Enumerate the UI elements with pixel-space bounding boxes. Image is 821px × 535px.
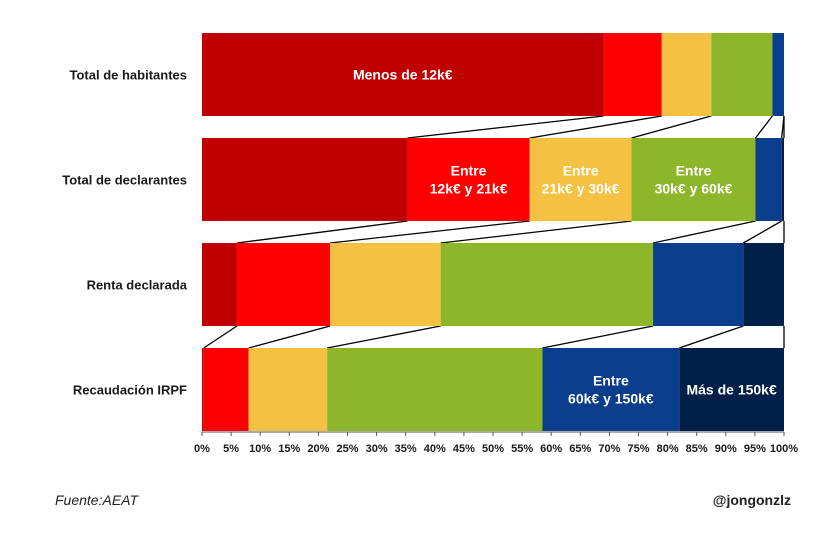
bar-segment-r2-s3 — [440, 243, 654, 326]
connector-line-r0-b1 — [407, 115, 604, 139]
bar-segment-r0-s3 — [711, 33, 773, 116]
bar-segment-r2-s0 — [202, 243, 237, 326]
source-note: Fuente:AEAT — [55, 492, 139, 508]
bar-segment-r3-s0 — [202, 348, 204, 431]
segment-label-3: Entre 30k€ y 60k€ — [655, 163, 733, 197]
x-tick-label-20: 100% — [770, 443, 798, 455]
bar-segment-r2-s4 — [653, 243, 744, 326]
bar-segment-r3-s3 — [327, 348, 543, 431]
segment-label-4: Entre 60k€ y 150k€ — [568, 373, 654, 407]
stacked-bar-chart: Menos de 12k€ Entre 12k€ y 21k€ Entre 21k€ y… — [62, 33, 798, 455]
bar-segment-r0-s4 — [772, 33, 784, 116]
author-credit: @jongonzlz — [712, 492, 791, 508]
connector-line-r2-b2 — [248, 325, 331, 349]
bar-segment-r3-s5 — [679, 348, 784, 431]
x-tick-label-17: 85% — [686, 443, 708, 455]
x-tick-label-9: 45% — [453, 443, 475, 455]
connector-line-r2-b5 — [679, 325, 744, 349]
x-tick-label-15: 75% — [627, 443, 649, 455]
bar-segment-r1-s4 — [755, 138, 782, 221]
x-tick-label-3: 15% — [278, 443, 300, 455]
x-tick-label-18: 90% — [715, 443, 737, 455]
x-tick-label-10: 50% — [482, 443, 504, 455]
bar-segment-r3-s1 — [203, 348, 249, 431]
connector-line-r0-b2 — [529, 115, 662, 139]
x-tick-label-12: 60% — [540, 443, 562, 455]
category-label-0: Total de habitantes — [70, 68, 188, 83]
bar-segment-r1-s3 — [631, 138, 756, 221]
bar-segment-r2-s2 — [330, 243, 441, 326]
category-labels: Total de habitantes Total de declarantes R… — [62, 68, 188, 398]
connector-line-r1-b1 — [236, 220, 408, 244]
x-axis: 0% 5% 10% 15% 20% 25% 30% 35% 40% 45% 50% 55% 60% 65%… — [194, 431, 798, 455]
category-label-2: Renta declarada — [87, 278, 188, 293]
bar-segment-r0-s0 — [202, 33, 604, 116]
connector-lines — [203, 115, 785, 349]
x-tick-label-16: 80% — [657, 443, 679, 455]
segment-labels: Menos de 12k€ Entre 12k€ y 21k€ Entre 21k€ y… — [353, 67, 777, 407]
connector-line-r0-b4 — [754, 115, 773, 139]
bar-segment-r2-s1 — [236, 243, 331, 326]
x-tick-label-6: 30% — [366, 443, 388, 455]
segment-label-2: Entre 21k€ y 30k€ — [542, 163, 620, 197]
bar-segment-r1-s0 — [202, 138, 408, 221]
x-tick-label-11: 55% — [511, 443, 533, 455]
category-label-3: Recaudación IRPF — [73, 383, 187, 398]
connector-line-r1-b2 — [329, 220, 530, 244]
connector-line-r2-b4 — [542, 325, 654, 349]
connector-line-r2-b1 — [203, 325, 238, 349]
bar-segment-r0-s2 — [661, 33, 712, 116]
segment-label-1: Entre 12k€ y 21k€ — [430, 163, 508, 197]
x-tick-label-5: 25% — [336, 443, 358, 455]
connector-line-r0-b3 — [631, 115, 712, 139]
x-tick-label-2: 10% — [249, 443, 271, 455]
x-tick-label-8: 40% — [424, 443, 446, 455]
bar-segment-r1-s2 — [529, 138, 632, 221]
bar-segment-r2-s5 — [743, 243, 784, 326]
connector-line-r1-b3 — [440, 220, 632, 244]
x-tick-label-1: 5% — [223, 443, 239, 455]
connector-line-r1-b4 — [652, 220, 756, 244]
x-tick-label-7: 35% — [395, 443, 417, 455]
x-tick-label-0: 0% — [194, 443, 210, 455]
bar-segment-r3-s2 — [248, 348, 328, 431]
x-tick-label-14: 70% — [598, 443, 620, 455]
connector-line-r1-b5 — [742, 220, 782, 244]
bar-segment-r3-s4 — [542, 348, 680, 431]
segment-label-5: Más de 150k€ — [686, 382, 776, 398]
category-label-1: Total de declarantes — [62, 173, 187, 188]
bar-segment-r1-s1 — [407, 138, 530, 221]
bar-segment-r1-s5 — [781, 138, 784, 221]
connector-line-r2-b3 — [327, 325, 441, 349]
bar-segments — [202, 33, 784, 431]
x-tick-label-19: 95% — [744, 443, 766, 455]
x-tick-label-4: 20% — [307, 443, 329, 455]
x-tick-label-13: 65% — [569, 443, 591, 455]
bar-segment-r0-s1 — [603, 33, 662, 116]
segment-label-0: Menos de 12k€ — [353, 67, 453, 83]
